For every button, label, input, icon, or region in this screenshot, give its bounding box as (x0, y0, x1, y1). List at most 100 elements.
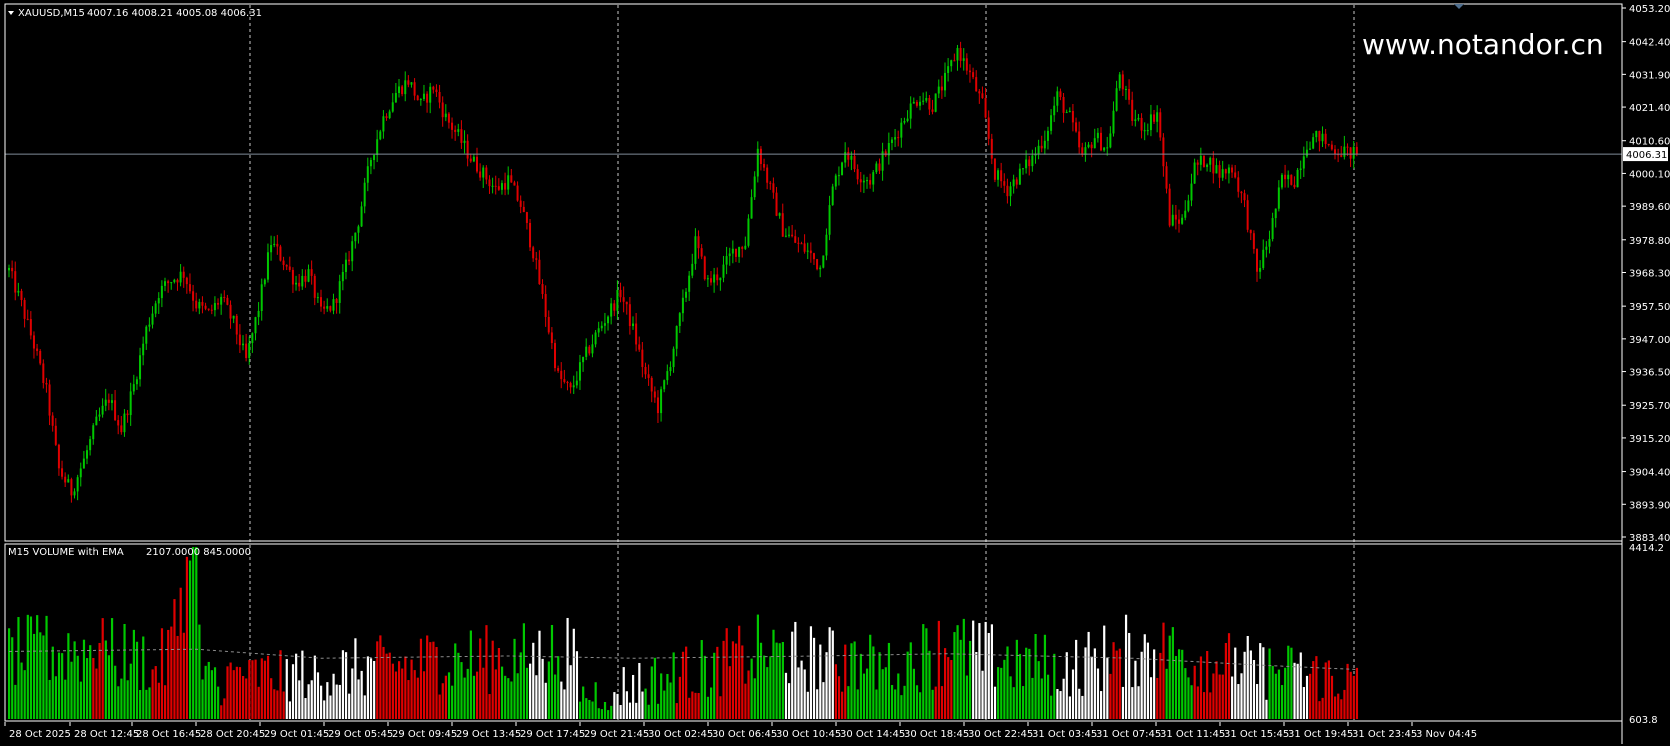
volume-bar[interactable] (220, 705, 223, 719)
volume-bar[interactable] (451, 685, 454, 719)
volume-bar[interactable] (195, 547, 198, 719)
candle[interactable] (959, 41, 962, 68)
volume-bar[interactable] (972, 620, 975, 719)
candle[interactable] (557, 365, 560, 373)
volume-bar[interactable] (1302, 687, 1305, 719)
candle[interactable] (772, 177, 775, 199)
volume-bar[interactable] (1265, 699, 1268, 719)
volume-bar[interactable] (263, 660, 267, 719)
volume-bar[interactable] (569, 665, 572, 719)
candle[interactable] (86, 445, 88, 465)
volume-bar[interactable] (1174, 656, 1178, 719)
candle[interactable] (447, 112, 450, 129)
candle[interactable] (444, 104, 447, 122)
candle[interactable] (656, 390, 659, 423)
candle[interactable] (884, 149, 887, 158)
candle[interactable] (217, 298, 220, 310)
candle[interactable] (750, 189, 753, 219)
candle[interactable] (797, 237, 800, 253)
candle[interactable] (1234, 165, 1237, 179)
candle[interactable] (151, 306, 154, 329)
candle[interactable] (142, 336, 145, 366)
volume-bar[interactable] (145, 689, 148, 719)
candle[interactable] (641, 342, 644, 378)
volume-bar[interactable] (92, 657, 95, 719)
candle[interactable] (1034, 147, 1037, 164)
candle[interactable] (1209, 156, 1212, 173)
candle[interactable] (207, 308, 210, 312)
volume-bar[interactable] (54, 676, 57, 719)
volume-bar[interactable] (582, 686, 585, 719)
volume-bar[interactable] (625, 691, 628, 719)
candle[interactable] (457, 123, 460, 137)
candle[interactable] (463, 130, 466, 154)
candle[interactable] (145, 325, 148, 350)
volume-bar[interactable] (816, 689, 819, 719)
candle[interactable] (541, 279, 544, 299)
volume-bar[interactable] (597, 708, 600, 719)
volume-bar[interactable] (947, 657, 950, 719)
candle[interactable] (416, 94, 419, 101)
volume-bar[interactable] (660, 673, 663, 719)
candle[interactable] (1153, 109, 1156, 124)
volume-bar[interactable] (603, 701, 607, 719)
candle[interactable] (663, 379, 666, 393)
volume-bar[interactable] (1068, 696, 1071, 719)
candle[interactable] (1087, 141, 1090, 149)
candle[interactable] (254, 316, 257, 341)
candle[interactable] (1115, 80, 1118, 112)
candle[interactable] (413, 78, 416, 101)
candle[interactable] (1084, 142, 1087, 162)
candle[interactable] (1277, 180, 1280, 212)
volume-bar[interactable] (663, 690, 666, 719)
volume-bar[interactable] (485, 625, 488, 719)
candle[interactable] (778, 212, 781, 219)
candle[interactable] (70, 477, 73, 503)
candle[interactable] (354, 232, 357, 249)
volume-bars[interactable] (8, 547, 1359, 719)
candle[interactable] (1302, 146, 1305, 178)
volume-bar[interactable] (1043, 634, 1047, 719)
volume-bar[interactable] (1100, 691, 1103, 719)
volume-bar[interactable] (89, 645, 92, 719)
candle[interactable] (1112, 101, 1115, 137)
volume-bar[interactable] (1056, 689, 1059, 719)
price-candles[interactable] (8, 41, 1358, 503)
volume-bar[interactable] (1202, 692, 1206, 719)
candle[interactable] (67, 474, 70, 483)
volume-bar[interactable] (17, 617, 20, 719)
candle[interactable] (566, 380, 569, 391)
candle[interactable] (591, 334, 594, 358)
volume-bar[interactable] (285, 659, 288, 719)
volume-bar[interactable] (1109, 673, 1112, 719)
volume-bar[interactable] (1262, 647, 1265, 719)
candle[interactable] (981, 86, 984, 99)
candle[interactable] (1018, 163, 1021, 185)
volume-bar[interactable] (192, 547, 195, 719)
volume-bar[interactable] (229, 662, 232, 719)
candle[interactable] (1053, 96, 1056, 122)
volume-bar[interactable] (850, 643, 853, 719)
candle[interactable] (195, 292, 198, 312)
volume-bar[interactable] (1118, 648, 1121, 719)
volume-bar[interactable] (142, 636, 145, 719)
candle[interactable] (1071, 103, 1074, 132)
candle[interactable] (500, 180, 503, 195)
candle[interactable] (235, 314, 238, 345)
candle[interactable] (220, 293, 223, 315)
volume-bar[interactable] (812, 637, 816, 719)
volume-bar[interactable] (36, 615, 39, 719)
volume-bar[interactable] (20, 662, 23, 719)
candle[interactable] (578, 354, 581, 390)
candle[interactable] (1202, 155, 1205, 168)
candle[interactable] (1124, 85, 1127, 100)
volume-bar[interactable] (1140, 651, 1143, 719)
candle[interactable] (1287, 170, 1290, 188)
candle[interactable] (438, 84, 441, 109)
candle[interactable] (831, 183, 834, 206)
candle[interactable] (422, 84, 425, 102)
candle[interactable] (1212, 151, 1215, 184)
volume-bar[interactable] (897, 673, 900, 719)
volume-bar[interactable] (734, 643, 738, 719)
